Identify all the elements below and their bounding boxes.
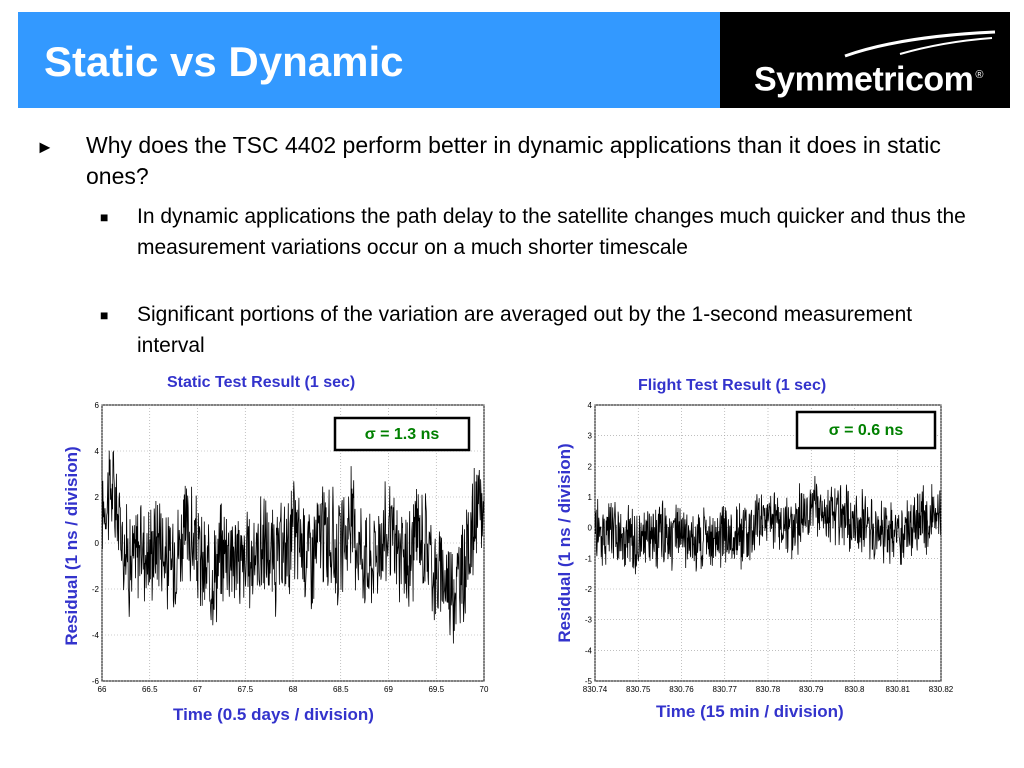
x-tick-label: 830.79 — [799, 685, 824, 694]
sub-bullet-text: In dynamic applications the path delay t… — [137, 205, 966, 259]
y-tick-label: 1 — [588, 493, 593, 502]
flight-chart-ylabel: Residual (1 ns / division) — [555, 443, 574, 643]
x-tick-label: 67 — [193, 685, 202, 694]
x-tick-label: 69.5 — [428, 685, 444, 694]
x-tick-label: 830.8 — [844, 685, 865, 694]
sigma-box — [795, 410, 937, 450]
x-tick-label: 830.77 — [713, 685, 738, 694]
logo-panel — [720, 12, 1010, 108]
y-tick-label: 6 — [95, 401, 100, 410]
sigma-box — [333, 416, 471, 452]
square-bullet-icon: ■ — [100, 209, 109, 225]
y-tick-label: -2 — [92, 585, 100, 594]
x-tick-label: 69 — [384, 685, 393, 694]
x-tick-label: 830.78 — [756, 685, 781, 694]
data-series-line — [101, 450, 485, 644]
y-tick-label: -6 — [92, 677, 100, 686]
registered-mark: ® — [975, 69, 983, 81]
logo-swoosh-icon — [844, 30, 996, 58]
x-tick-label: 67.5 — [237, 685, 253, 694]
x-tick-label: 66 — [98, 685, 107, 694]
title-bar — [18, 12, 720, 108]
y-tick-label: -3 — [585, 616, 593, 625]
logo-wordmark: Symmetricom — [754, 60, 974, 99]
x-tick-label: 830.75 — [626, 685, 651, 694]
y-tick-label: 2 — [588, 462, 593, 471]
y-tick-label: 0 — [95, 539, 100, 548]
y-tick-label: 0 — [588, 524, 593, 533]
company-logo: Symmetricom ® — [754, 55, 983, 99]
y-tick-label: 4 — [95, 447, 100, 456]
y-tick-label: 2 — [95, 493, 100, 502]
flight-chart-xlabel: Time (15 min / division) — [656, 702, 844, 721]
data-series-line — [594, 475, 942, 575]
static-chart-ylabel: Residual (1 ns / division) — [62, 446, 81, 646]
x-tick-label: 830.82 — [929, 685, 954, 694]
x-tick-label: 68.5 — [333, 685, 349, 694]
x-tick-label: 70 — [480, 685, 489, 694]
x-tick-label: 66.5 — [142, 685, 158, 694]
static-test-chart: 66 66.5 67 67.5 68 68.5 69 69.5 70 6 4 2 0 -2 -4 -6 σ = … — [92, 401, 489, 694]
y-tick-label: -5 — [585, 677, 593, 686]
y-tick-label: -2 — [585, 585, 593, 594]
sigma-annotation-flight: σ = 0.6 ns — [829, 422, 904, 439]
y-tick-label: -4 — [585, 646, 593, 655]
y-tick-label: -4 — [92, 631, 100, 640]
square-bullet-icon: ■ — [100, 307, 109, 323]
sub-bullet-text: Significant portions of the variation ar… — [137, 303, 913, 357]
x-tick-label: 830.74 — [583, 685, 608, 694]
x-tick-label: 830.81 — [886, 685, 911, 694]
flight-chart-title: Flight Test Result (1 sec) — [638, 377, 827, 394]
slide-title: Static vs Dynamic — [44, 38, 404, 85]
main-bullet-text: Why does the TSC 4402 perform better in … — [86, 132, 941, 189]
sigma-annotation-static: σ = 1.3 ns — [365, 426, 440, 443]
y-tick-label: -1 — [585, 554, 593, 563]
x-tick-label: 68 — [289, 685, 298, 694]
x-tick-label: 830.76 — [669, 685, 694, 694]
static-chart-xlabel: Time (0.5 days / division) — [173, 705, 374, 724]
arrow-bullet-icon: ► — [36, 137, 54, 157]
flight-test-chart: 830.74 830.75 830.76 830.77 830.78 830.79 830.… — [583, 401, 954, 694]
static-chart-title: Static Test Result (1 sec) — [167, 374, 356, 391]
y-tick-label: 3 — [588, 432, 593, 441]
y-tick-label: 4 — [588, 401, 593, 410]
